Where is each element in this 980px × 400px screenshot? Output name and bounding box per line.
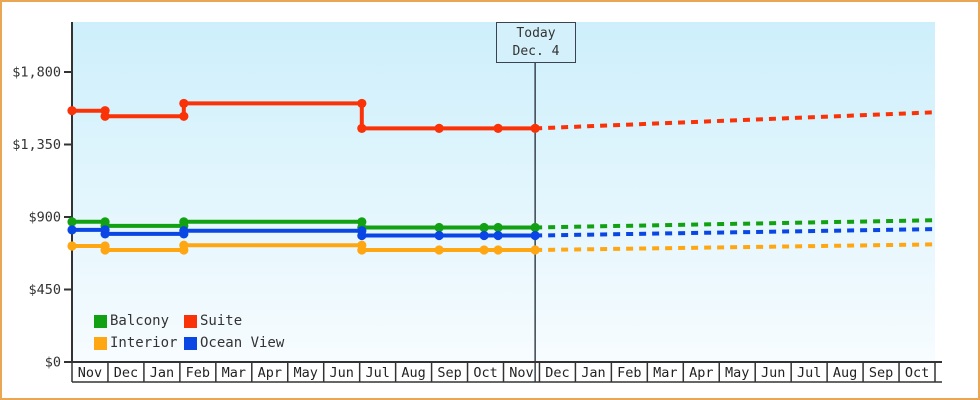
legend-label: Interior [110,335,178,351]
month-label: Oct [473,365,497,381]
legend-item-balcony: Balcony [94,313,184,329]
month-label: Mar [653,365,677,381]
y-tick-label: $900 [28,210,61,226]
series-balcony-point [434,222,444,233]
series-interior-point [434,245,444,255]
series-suite-point [357,98,367,109]
series-interior-point [357,245,367,255]
month-label: Dec [545,365,569,381]
legend-row: Interior Ocean View [94,332,284,354]
legend-item-interior: Interior [94,335,184,351]
chart-legend: Balcony Suite Interior Ocean View [94,310,284,354]
month-label: Jul [365,365,389,381]
series-ocean-view-point [530,230,540,241]
legend-swatch-icon [94,314,107,328]
y-tick-label: $0 [45,355,61,371]
series-ocean-view-point [479,230,489,241]
series-balcony-point [67,217,77,227]
legend-item-ocean-view: Ocean View [184,335,284,351]
series-ocean-view-point [434,230,444,241]
month-label: Dec [114,365,138,381]
month-label: Apr [689,365,713,381]
today-marker-title: Today [516,25,556,41]
month-label: Sep [869,365,893,381]
month-label: Jun [761,365,785,381]
series-ocean-view-point [357,230,367,241]
series-balcony-forecast-line [535,218,936,230]
series-interior-point [100,245,110,255]
series-interior-point [479,245,489,255]
y-tick-label: $1,800 [12,65,61,81]
series-ocean-view-point [100,229,110,239]
month-label: Jan [150,365,174,381]
series-ocean-view-point [493,230,503,241]
month-label: Nov [509,365,533,381]
series-balcony-point [179,217,189,227]
series-suite-forecast-line [535,110,936,131]
series-suite-point [434,123,444,133]
legend-row: Balcony Suite [94,310,284,332]
legend-swatch-icon [94,336,107,350]
series-ocean-view-forecast-line [535,227,936,238]
month-label: Mar [222,365,246,381]
series-balcony-point [530,222,540,233]
legend-swatch-icon [184,314,197,328]
month-label: Nov [78,365,102,381]
series-suite-point [179,111,189,121]
month-label: May [725,365,749,381]
month-label: Jun [329,365,353,381]
series-suite-point [493,123,503,133]
month-label: Aug [401,365,425,381]
series-suite-point [357,123,367,133]
plot-area [72,22,935,362]
legend-item-suite: Suite [184,313,242,329]
month-label: Aug [833,365,857,381]
series-ocean-view-point [67,225,77,235]
series-suite-point [100,111,110,121]
series-suite-point [179,98,189,109]
month-label: Feb [186,365,210,381]
series-suite-point [67,106,77,116]
legend-label: Balcony [110,313,170,329]
legend-swatch-icon [184,336,197,350]
series-balcony-point [479,222,489,233]
series-interior-point [179,240,189,250]
series-ocean-view-point [179,226,189,236]
series-interior-point [530,245,540,255]
month-label: Sep [437,365,461,381]
month-label: Oct [905,365,929,381]
series-suite-point [530,123,540,133]
y-tick-label: $450 [28,282,61,298]
legend-label: Suite [200,313,243,329]
month-label: Jan [581,365,605,381]
series-balcony-point [493,222,503,233]
today-marker-box: Today Dec. 4 [496,22,576,63]
month-label: May [294,365,318,381]
series-interior-point [493,245,503,255]
month-label: Feb [617,365,641,381]
series-interior-forecast-line [535,242,936,253]
series-interior-point [67,241,77,251]
legend-label: Ocean View [200,335,285,351]
today-marker-date: Dec. 4 [512,43,560,59]
month-label: Jul [797,365,821,381]
month-label: Apr [258,365,282,381]
y-tick-label: $1,350 [12,137,61,153]
